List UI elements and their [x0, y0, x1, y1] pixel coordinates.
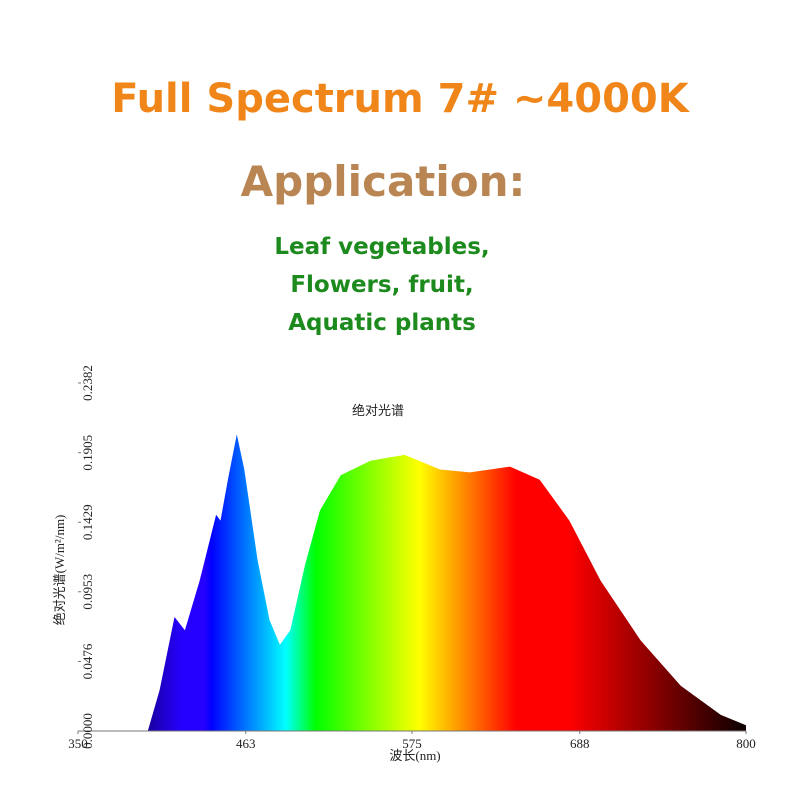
x-tick-label: 463: [236, 736, 256, 751]
x-tick-label: 800: [736, 736, 756, 751]
spectrum-area: [147, 434, 747, 731]
y-tick-label: 0.2382: [80, 365, 95, 401]
y-tick-label: 0.1905: [80, 435, 95, 471]
y-axis-label: 绝对光谱(W/m²/nm): [52, 515, 67, 626]
y-tick-label: 0.1429: [80, 504, 95, 540]
application-line: Flowers, fruit,: [290, 272, 473, 298]
application-line: Aquatic plants: [288, 310, 476, 336]
y-tick-label: 0.0476: [80, 643, 95, 679]
x-tick-label: 688: [570, 736, 590, 751]
x-tick-label: 575: [402, 736, 422, 751]
title: Full Spectrum 7# ~4000K: [111, 76, 690, 122]
x-tick-label: 350: [68, 736, 88, 751]
application-line: Leaf vegetables,: [274, 234, 489, 260]
chart-title: 绝对光谱: [352, 403, 404, 418]
y-tick-label: 0.0953: [80, 574, 95, 610]
subtitle: Application:: [241, 157, 526, 206]
y-tick-label: 0.0000: [80, 713, 95, 749]
x-axis-label: 波长(nm): [389, 748, 440, 763]
